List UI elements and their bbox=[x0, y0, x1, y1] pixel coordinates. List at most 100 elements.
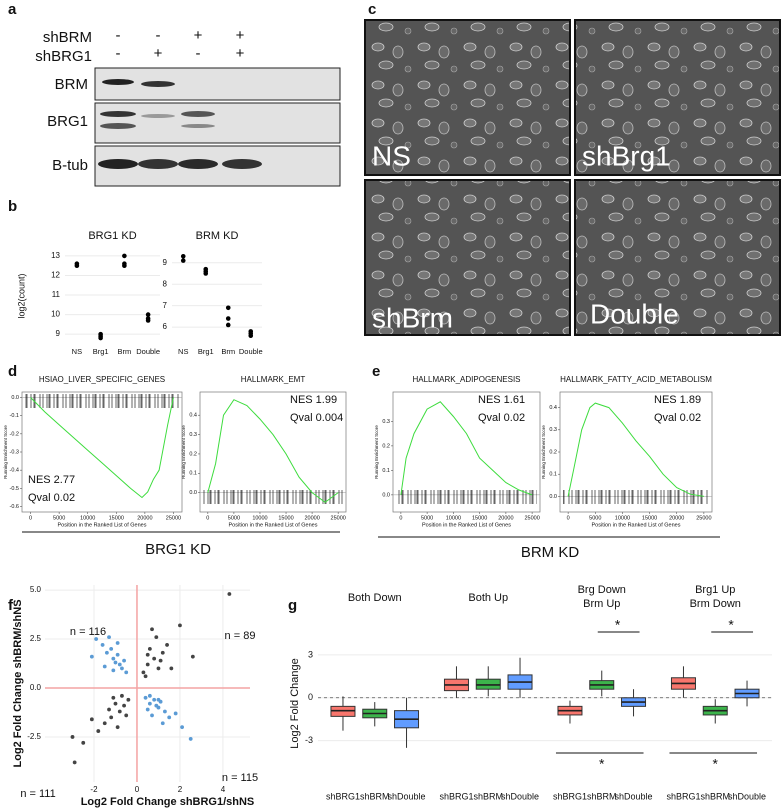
y-tick-label: 0.0 bbox=[549, 494, 557, 500]
point bbox=[143, 695, 148, 700]
point bbox=[115, 652, 120, 657]
y-axis-label: log2(count) bbox=[16, 273, 26, 318]
x-tick-label: 25000 bbox=[524, 515, 539, 521]
y-tick-label: 8 bbox=[163, 279, 168, 288]
point bbox=[96, 729, 101, 733]
x-tick-label: shBRG1 bbox=[439, 791, 473, 801]
y-axis-label: Log2 Fold Change bbox=[289, 658, 301, 749]
y-tick-label: 0.2 bbox=[382, 443, 390, 449]
x-tick-label: Brg1 bbox=[198, 347, 214, 356]
x-axis-label: Position in the Ranked List of Genes bbox=[58, 522, 147, 528]
x-tick-label: 20000 bbox=[498, 515, 513, 521]
significance-mark: * bbox=[728, 617, 734, 633]
panel-label: a bbox=[8, 1, 17, 18]
x-tick-label: 4 bbox=[221, 785, 226, 794]
point bbox=[117, 709, 122, 714]
facet-title: Brg1 Up bbox=[695, 584, 735, 596]
panel-label: f bbox=[8, 597, 14, 614]
x-tick-label: Brm bbox=[118, 347, 132, 356]
x-tick-label: 10000 bbox=[615, 515, 630, 521]
sign: - bbox=[196, 45, 201, 62]
micrograph-label: NS bbox=[372, 140, 411, 171]
band bbox=[181, 124, 215, 128]
point bbox=[120, 666, 124, 671]
point bbox=[152, 697, 157, 702]
band bbox=[222, 159, 262, 169]
x-tick-label: Double bbox=[239, 347, 263, 356]
point bbox=[147, 646, 152, 651]
y-tick-label: 11 bbox=[52, 290, 61, 299]
sign: + bbox=[236, 45, 245, 62]
y-tick-label: -0.4 bbox=[10, 468, 19, 474]
y-tick-label: 5.0 bbox=[30, 585, 42, 594]
annotation: Qval 0.02 bbox=[654, 412, 701, 424]
y-tick-label: -0.6 bbox=[10, 504, 19, 510]
point bbox=[89, 654, 94, 659]
y-axis-label: Running Enrichment Score bbox=[541, 425, 546, 479]
sign: + bbox=[236, 27, 245, 44]
barcode bbox=[396, 490, 537, 504]
blot-strip bbox=[94, 102, 341, 144]
x-tick-label: 15000 bbox=[109, 515, 124, 521]
x-tick-label: shDouble bbox=[728, 791, 766, 801]
point bbox=[158, 658, 163, 663]
blot-strip bbox=[94, 67, 341, 101]
point bbox=[180, 725, 184, 730]
point bbox=[81, 740, 86, 745]
x-tick-label: 5000 bbox=[589, 515, 601, 521]
barcode bbox=[563, 490, 709, 504]
enrichment-curve bbox=[30, 397, 174, 499]
x-tick-label: 20000 bbox=[669, 515, 684, 521]
y-tick-label: 12 bbox=[51, 271, 60, 280]
band-label: BRM bbox=[55, 76, 88, 93]
point bbox=[203, 266, 209, 272]
x-tick-label: 20000 bbox=[304, 515, 319, 521]
y-axis-label: Running Enrichment Score bbox=[374, 425, 379, 479]
point bbox=[154, 703, 159, 708]
y-tick-label: 0.0 bbox=[382, 492, 390, 498]
y-tick-label: 0.1 bbox=[382, 468, 390, 474]
panel-label: c bbox=[368, 1, 376, 18]
chart-title: HSIAO_LIVER_SPECIFIC_GENES bbox=[39, 375, 165, 384]
barcode bbox=[25, 394, 179, 408]
y-tick-label: 0.4 bbox=[189, 413, 197, 419]
point bbox=[120, 693, 124, 698]
x-tick-label: 5000 bbox=[421, 515, 433, 521]
western-blot: shBRM shBRG1 - - + + - + - + BRM BRG1 B-… bbox=[35, 27, 341, 187]
enrichment-curve bbox=[400, 401, 533, 496]
x-tick-label: 0 bbox=[29, 515, 32, 521]
x-tick-label: shBRM bbox=[587, 791, 617, 801]
quadrant-count: n = 115 bbox=[222, 772, 258, 784]
panel-label: e bbox=[372, 363, 380, 380]
band bbox=[102, 79, 134, 85]
point bbox=[124, 670, 129, 675]
y-axis-label: Log2 Fold Change shBRM/shNS bbox=[12, 599, 24, 767]
annotation: Qval 0.02 bbox=[478, 412, 525, 424]
x-tick-label: NS bbox=[178, 347, 188, 356]
y-axis-label: Running Enrichment Score bbox=[3, 425, 8, 479]
x-tick-label: 0 bbox=[567, 515, 570, 521]
point bbox=[180, 253, 186, 259]
micrograph bbox=[364, 179, 571, 336]
micrograph-label: shBrg1 bbox=[582, 140, 671, 171]
micrograph bbox=[574, 179, 781, 336]
point bbox=[156, 666, 161, 671]
point bbox=[145, 316, 151, 321]
x-axis-label: Position in the Ranked List of Genes bbox=[229, 522, 318, 528]
y-tick-label: 10 bbox=[51, 310, 60, 319]
chart-title: BRM KD bbox=[196, 230, 239, 242]
point bbox=[126, 697, 131, 702]
x-tick-label: shBRG1 bbox=[553, 791, 587, 801]
x-tick-label: 10000 bbox=[446, 515, 461, 521]
y-tick-label: 0.4 bbox=[549, 405, 557, 411]
y-tick-label: 0.3 bbox=[382, 419, 390, 425]
y-tick-label: 3 bbox=[308, 649, 313, 659]
x-tick-label: shBRG1 bbox=[666, 791, 700, 801]
point bbox=[145, 652, 150, 657]
micrograph-label: Double bbox=[590, 298, 679, 329]
facet-title: Brg Down bbox=[578, 584, 626, 596]
y-tick-label: 9 bbox=[56, 329, 61, 338]
point bbox=[104, 650, 109, 655]
point bbox=[169, 666, 174, 671]
point bbox=[178, 623, 182, 628]
